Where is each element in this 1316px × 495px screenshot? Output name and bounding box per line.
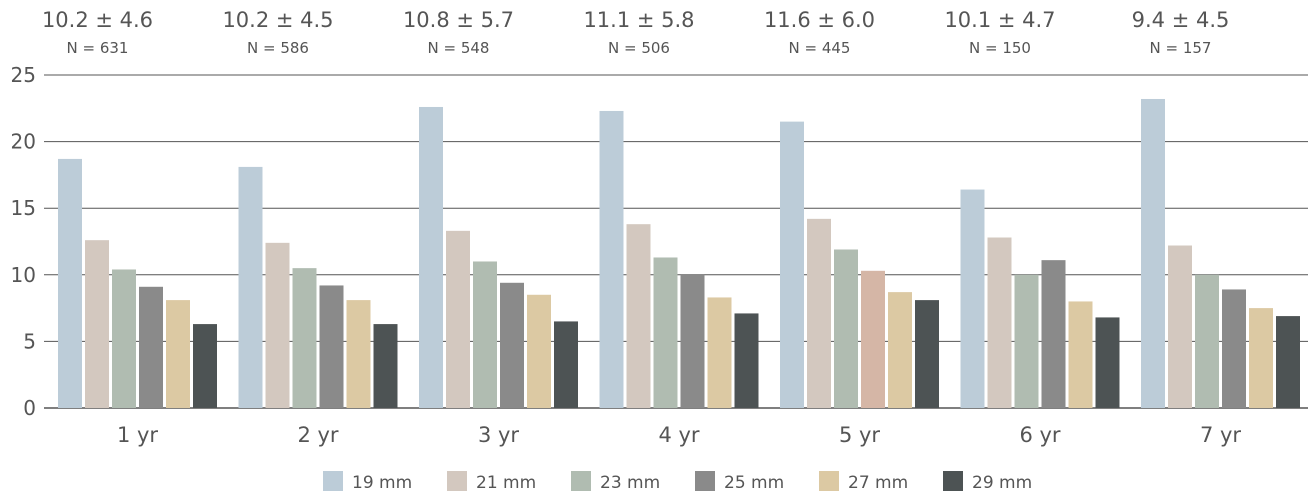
bar-21mm-5yr [807,218,831,408]
bar-21mm-6yr [987,237,1012,408]
y-tick-label: 25 [11,63,36,87]
sample-size-annotation: N = 506 [608,39,670,57]
legend-swatch [819,471,839,491]
legend-label: 29 mm [972,473,1032,493]
bar-19mm-4yr [599,110,624,409]
y-tick-label: 10 [11,263,36,287]
bar-29mm-2yr [373,324,398,408]
bar-27mm-3yr [527,294,551,408]
mean-sd-annotation: 10.1 ± 4.7 [944,8,1055,32]
legend-swatch [323,471,343,491]
bar-23mm-3yr [473,261,497,408]
bar-21mm-3yr [446,230,470,408]
legend-label: 19 mm [352,473,412,493]
bar-19mm-1yr [58,158,82,408]
mean-sd-annotation: 11.6 ± 6.0 [764,8,875,32]
bar-27mm-4yr [707,297,732,408]
legend-label: 27 mm [848,473,908,493]
bar-29mm-6yr [1095,317,1120,408]
sample-size-annotation: N = 445 [789,39,851,57]
bar-21mm-2yr [265,242,290,408]
x-tick-label: 4 yr [658,423,699,447]
legend-label: 25 mm [724,473,784,493]
x-tick-label: 6 yr [1019,423,1060,447]
bar-23mm-2yr [292,268,317,408]
y-tick-label: 0 [23,396,36,420]
bar-25mm-1yr [139,286,163,408]
bar-21mm-4yr [626,224,651,408]
bar-25mm-6yr [1041,260,1066,408]
bar-19mm-6yr [960,189,985,408]
bar-29mm-4yr [734,313,759,408]
mean-sd-annotation: 11.1 ± 5.8 [583,8,694,32]
y-tick-label: 20 [11,130,36,154]
bar-23mm-7yr [1195,274,1219,408]
legend-swatch [447,471,467,491]
bar-21mm-7yr [1168,245,1192,408]
mean-sd-annotation: 10.2 ± 4.5 [222,8,333,32]
legend-label: 21 mm [476,473,536,493]
bar-25mm-4yr [680,274,705,408]
x-tick-label: 3 yr [478,423,519,447]
sample-size-annotation: N = 631 [67,39,129,57]
bar-29mm-1yr [193,324,217,408]
y-tick-label: 5 [23,329,36,353]
sample-size-annotation: N = 150 [969,39,1031,57]
bar-27mm-1yr [166,300,190,408]
legend-swatch [943,471,963,491]
bar-23mm-6yr [1014,274,1039,408]
y-tick-label: 15 [11,196,36,220]
bar-23mm-5yr [834,249,858,408]
bar-25mm-7yr [1222,289,1246,408]
mean-sd-annotation: 9.4 ± 4.5 [1132,8,1230,32]
bar-27mm-5yr [888,292,912,408]
bar-27mm-2yr [346,300,371,408]
bar-19mm-7yr [1141,98,1165,408]
legend-label: 23 mm [600,473,660,493]
bar-27mm-7yr [1249,308,1273,408]
bar-23mm-4yr [653,257,678,408]
bar-29mm-7yr [1276,316,1300,408]
bar-19mm-3yr [419,106,443,408]
bar-25mm-5yr [861,270,885,408]
bar-29mm-5yr [915,300,939,408]
bar-25mm-2yr [319,285,344,408]
bar-23mm-1yr [112,269,136,408]
x-tick-label: 2 yr [297,423,338,447]
legend-swatch [571,471,591,491]
bar-29mm-3yr [554,321,578,408]
legend-swatch [695,471,715,491]
x-tick-label: 1 yr [117,423,158,447]
mean-sd-annotation: 10.8 ± 5.7 [403,8,514,32]
sample-size-annotation: N = 548 [428,39,490,57]
sample-size-annotation: N = 157 [1150,39,1212,57]
bar-19mm-5yr [780,121,804,409]
bar-19mm-2yr [238,166,263,408]
bar-21mm-1yr [85,240,109,408]
bar-27mm-6yr [1068,301,1093,408]
x-tick-label: 7 yr [1200,423,1241,447]
bar-25mm-3yr [500,282,524,408]
sample-size-annotation: N = 586 [247,39,309,57]
mean-sd-annotation: 10.2 ± 4.6 [42,8,153,32]
x-tick-label: 5 yr [839,423,880,447]
